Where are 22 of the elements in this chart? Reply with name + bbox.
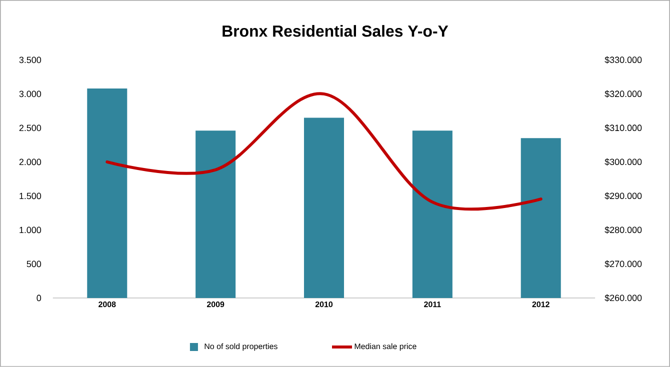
y-tick-label: 3.500 xyxy=(19,56,42,64)
y2-tick-label: $330.000 xyxy=(604,56,642,64)
y2-tick-label: $290.000 xyxy=(604,192,642,200)
y-tick-label: 2.500 xyxy=(19,124,42,132)
bar xyxy=(412,130,452,298)
y2-tick-label: $320.000 xyxy=(604,90,642,98)
bar xyxy=(87,88,128,298)
y-tick-label: 1.000 xyxy=(20,226,42,234)
chart-title: Bronx Residential Sales Y-o-Y xyxy=(222,25,448,37)
y-tick-label: 1.500 xyxy=(20,192,42,200)
y2-tick-label: $270.000 xyxy=(604,260,642,268)
y-tick-label: 2.000 xyxy=(19,158,42,166)
y2-tick-label: $260.000 xyxy=(604,294,642,302)
y-tick-label: 500 xyxy=(26,260,42,268)
y-tick-label: 0 xyxy=(36,294,42,302)
y2-tick-label: $310.000 xyxy=(604,124,642,132)
bar xyxy=(196,130,236,298)
y2-tick-label: $280.000 xyxy=(604,226,642,234)
bar xyxy=(304,118,344,298)
bar xyxy=(520,138,561,298)
y2-tick-label: $300.000 xyxy=(604,158,642,166)
y-tick-label: 3.000 xyxy=(19,90,42,98)
